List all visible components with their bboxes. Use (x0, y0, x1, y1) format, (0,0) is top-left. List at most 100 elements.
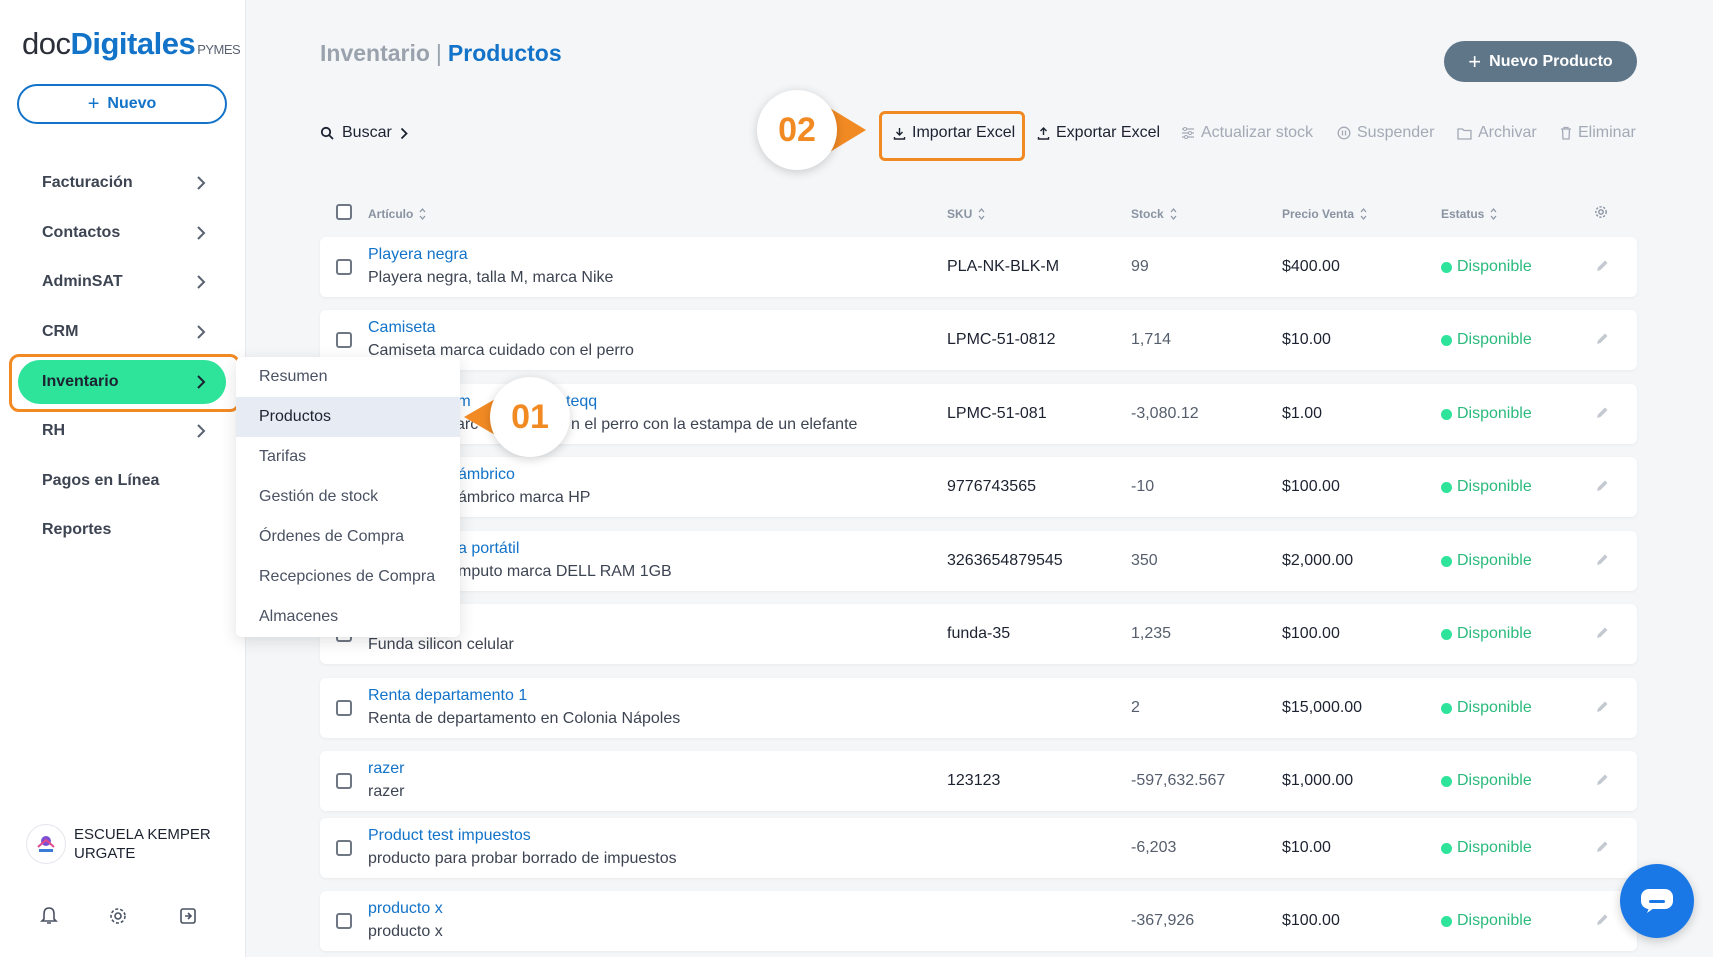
stock-value: -367,926 (1131, 912, 1195, 929)
column-label: Stock (1131, 207, 1164, 221)
sku-value: LPMC-51-0812 (947, 331, 1056, 348)
table-row[interactable]: Product test impuestos producto para pro… (320, 818, 1637, 878)
row-checkbox[interactable] (336, 773, 352, 789)
submenu-item-ordenes-de-compra[interactable]: Órdenes de Compra (236, 517, 460, 557)
sort-icon (419, 208, 426, 220)
column-settings-gear-icon[interactable] (1594, 205, 1608, 219)
suspend-button[interactable]: Suspender (1337, 124, 1434, 142)
chat-button[interactable] (1620, 864, 1694, 938)
sidebar-item-crm[interactable]: CRM (18, 310, 226, 354)
status-badge: Disponible (1441, 478, 1532, 496)
product-name-link[interactable]: Product test impuestos (368, 827, 531, 844)
table-row[interactable]: Playera negra Playera negra, talla M, ma… (320, 237, 1637, 297)
edit-pencil-icon[interactable] (1595, 700, 1609, 714)
submenu-item-recepciones-de-compra[interactable]: Recepciones de Compra (236, 557, 460, 597)
product-name-link[interactable]: razer (368, 760, 405, 777)
archive-button[interactable]: Archivar (1457, 124, 1537, 142)
edit-pencil-icon[interactable] (1595, 840, 1609, 854)
row-checkbox[interactable] (336, 840, 352, 856)
submenu-item-label: Productos (259, 408, 332, 425)
search-button[interactable]: Buscar (320, 124, 408, 142)
select-all-checkbox[interactable] (336, 204, 352, 220)
breadcrumb-parent[interactable]: Inventario (320, 40, 430, 66)
sidebar-item-contactos[interactable]: Contactos (18, 211, 226, 255)
logout-icon[interactable] (178, 906, 198, 926)
table-row[interactable]: Funda silicon celular funda-35 1,235 $10… (320, 604, 1637, 664)
export-excel-button[interactable]: Exportar Excel (1037, 124, 1160, 142)
sidebar-item-inventario[interactable]: Inventario (18, 360, 226, 404)
import-excel-button[interactable]: Importar Excel (893, 124, 1015, 142)
submenu-item-productos[interactable]: Productos (236, 397, 460, 437)
status-dot (1441, 261, 1452, 273)
edit-pencil-icon[interactable] (1595, 553, 1609, 567)
product-name-link-fragment[interactable]: a portátil (458, 540, 520, 557)
row-checkbox[interactable] (336, 259, 352, 275)
sidebar-item-reportes[interactable]: Reportes (18, 508, 226, 552)
edit-pencil-icon[interactable] (1595, 913, 1609, 927)
product-name-link[interactable]: Playera negra (368, 246, 468, 263)
edit-pencil-icon[interactable] (1595, 479, 1609, 493)
product-name-link-fragment[interactable]: ámbrico (458, 466, 515, 483)
sidebar-item-pagos-en-linea[interactable]: Pagos en Línea (18, 459, 226, 503)
app-logo[interactable]: docDigitales PYMES (22, 26, 241, 62)
new-product-button[interactable]: + Nuevo Producto (1444, 41, 1637, 82)
profile[interactable]: ESCUELA KEMPER URGATE (26, 824, 224, 864)
chevron-right-icon (197, 226, 206, 240)
edit-pencil-icon[interactable] (1595, 626, 1609, 640)
column-header-stock[interactable]: Stock (1131, 207, 1177, 221)
edit-pencil-icon[interactable] (1595, 773, 1609, 787)
table-row[interactable]: Camiseta Camiseta marca cuidado con el p… (320, 310, 1637, 370)
chevron-right-icon (197, 275, 206, 289)
submenu-item-label: Resumen (259, 368, 328, 385)
row-checkbox[interactable] (336, 700, 352, 716)
sku-value: PLA-NK-BLK-M (947, 258, 1060, 275)
delete-button[interactable]: Eliminar (1560, 124, 1636, 142)
pause-circle-icon (1337, 126, 1351, 140)
stock-value: 1,714 (1131, 331, 1172, 348)
price-value: $10.00 (1282, 331, 1331, 348)
column-header-sku[interactable]: SKU (947, 207, 985, 221)
column-header-status[interactable]: Estatus (1441, 207, 1497, 221)
product-name-link-fragment-2[interactable]: teqq (566, 393, 598, 410)
sort-icon (1490, 208, 1497, 220)
column-header-price[interactable]: Precio Venta (1282, 207, 1367, 221)
submenu-item-tarifas[interactable]: Tarifas (236, 437, 460, 477)
product-name-link[interactable]: Renta departamento 1 (368, 687, 528, 704)
status-badge: Disponible (1441, 772, 1532, 790)
avatar (26, 824, 66, 864)
status-badge: Disponible (1441, 699, 1532, 717)
bell-icon[interactable] (40, 906, 58, 926)
price-value: $400.00 (1282, 258, 1340, 275)
sidebar-item-adminsat[interactable]: AdminSAT (18, 260, 226, 304)
product-description-fragment: ámbrico marca HP (458, 489, 591, 506)
gear-icon[interactable] (108, 906, 128, 926)
table-row[interactable]: Renta departamento 1 Renta de departamen… (320, 678, 1637, 738)
table-row[interactable]: a portátil mputo marca DELL RAM 1GB 3263… (320, 531, 1637, 591)
submenu-item-label: Gestión de stock (259, 488, 379, 505)
submenu-item-almacenes[interactable]: Almacenes (236, 597, 460, 637)
price-value: $100.00 (1282, 912, 1340, 929)
sidebar-item-rh[interactable]: RH (18, 409, 226, 453)
edit-pencil-icon[interactable] (1595, 406, 1609, 420)
edit-pencil-icon[interactable] (1595, 332, 1609, 346)
update-stock-button[interactable]: Actualizar stock (1181, 124, 1313, 142)
edit-pencil-icon[interactable] (1595, 259, 1609, 273)
status-label: Disponible (1457, 258, 1532, 275)
chevron-right-icon (400, 127, 408, 139)
sidebar-item-facturacion[interactable]: Facturación (18, 161, 226, 205)
breadcrumb: Inventario | Productos (320, 40, 562, 67)
sidebar-footer-icons (40, 906, 198, 926)
table-row[interactable]: ámbrico ámbrico marca HP 9776743565 -10 … (320, 457, 1637, 517)
product-name-link[interactable]: producto x (368, 900, 443, 917)
product-name-link[interactable]: Camiseta (368, 319, 436, 336)
row-checkbox[interactable] (336, 332, 352, 348)
submenu-item-resumen[interactable]: Resumen (236, 357, 460, 397)
column-header-article[interactable]: Artículo (368, 207, 426, 221)
new-button[interactable]: + Nuevo (17, 84, 227, 124)
status-label: Disponible (1457, 912, 1532, 929)
table-row[interactable]: razer razer 123123 -597,632.567 $1,000.0… (320, 751, 1637, 811)
submenu-item-gestion-de-stock[interactable]: Gestión de stock (236, 477, 460, 517)
step-01-label: 01 (511, 397, 549, 436)
table-row[interactable]: producto x producto x -367,926 $100.00 D… (320, 891, 1637, 951)
row-checkbox[interactable] (336, 913, 352, 929)
